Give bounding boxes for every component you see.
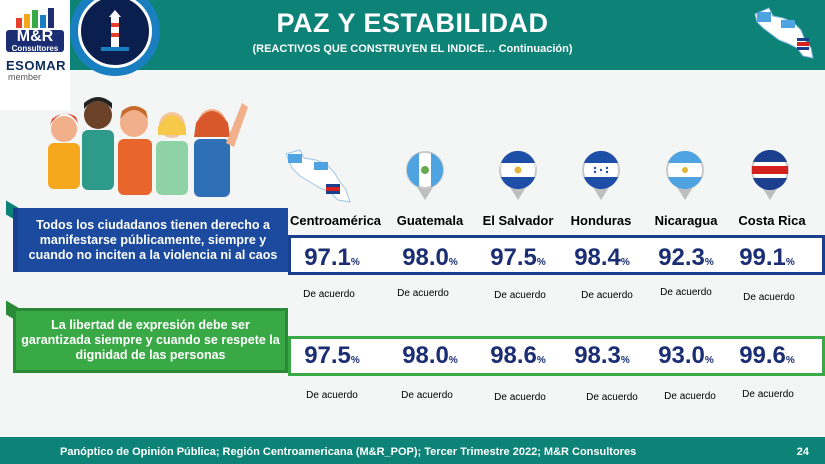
value-number: 98.0 (402, 342, 449, 369)
bar-chart-logo-icon (16, 8, 54, 28)
nicaragua-flag-pin-icon (666, 150, 704, 200)
value-unit: % (785, 257, 795, 268)
country-header: Honduras (570, 213, 632, 228)
member-label: member (8, 72, 42, 82)
row1-value: 98.0% (385, 244, 475, 272)
row2-value: 98.0% (385, 342, 475, 370)
lighthouse-seal-icon (78, 0, 152, 68)
row2-value: 99.6% (722, 342, 812, 370)
value-number: 98.6 (490, 342, 537, 369)
row2-caption: De acuerdo (664, 391, 716, 402)
guatemala-flag-pin-icon (406, 151, 444, 200)
row1-caption: De acuerdo (660, 287, 712, 298)
el-salvador-flag-pin-icon (499, 150, 537, 200)
country-header: Centroamérica (290, 213, 382, 228)
value-number: 97.5 (304, 342, 351, 369)
value-number: 99.1 (739, 244, 786, 271)
row2-statement: La libertad de expresión debe ser garant… (13, 308, 288, 373)
logo-block: M&R Consultores ESOMAR member (0, 0, 70, 110)
row1-caption: De acuerdo (581, 290, 633, 301)
value-number: 97.1 (304, 244, 351, 271)
footer-source: Panóptico de Opinión Pública; Región Cen… (60, 446, 637, 458)
central-america-column-map-icon (285, 149, 351, 203)
row2-value: 97.5% (287, 342, 377, 370)
row2-value-strip (288, 336, 825, 376)
value-unit: % (350, 257, 360, 268)
row2-caption: De acuerdo (742, 389, 794, 400)
row1-caption: De acuerdo (494, 290, 546, 301)
value-unit: % (448, 257, 458, 268)
honduras-flag-pin-icon (582, 150, 620, 200)
row2-value: 98.3% (557, 342, 647, 370)
footer-band (0, 437, 825, 464)
row1-value: 92.3% (641, 244, 731, 272)
row2-caption: De acuerdo (494, 392, 546, 403)
row1-value: 99.1% (722, 244, 812, 272)
esomar-label: ESOMAR (6, 58, 67, 73)
page-title: PAZ Y ESTABILIDAD (276, 8, 549, 38)
row1-statement: Todos los ciudadanos tienen derecho a ma… (13, 208, 288, 272)
brand-name: M&R (16, 28, 54, 45)
country-header: Nicaragua (654, 213, 718, 228)
country-header: El Salvador (482, 213, 554, 228)
people-illustration (48, 97, 248, 197)
brand-logo: M&R Consultores (6, 28, 64, 53)
row2-caption: De acuerdo (306, 390, 358, 401)
page-subtitle: (REACTIVOS QUE CONSTRUYEN EL INDICE… Con… (252, 43, 573, 55)
value-unit: % (785, 355, 795, 366)
value-unit: % (536, 257, 546, 268)
country-header: Guatemala (396, 213, 464, 228)
costa-rica-flag-pin-icon (751, 150, 789, 200)
brand-sub: Consultores (11, 44, 59, 53)
value-number: 92.3 (658, 244, 705, 271)
value-unit: % (448, 355, 458, 366)
country-header: Costa Rica (738, 213, 806, 228)
value-number: 98.4 (574, 244, 621, 271)
row1-value: 98.4% (557, 244, 647, 272)
central-america-map-icon (754, 7, 814, 59)
row2-caption: De acuerdo (586, 392, 638, 403)
row1-value: 97.1% (287, 244, 377, 272)
row2-value: 98.6% (473, 342, 563, 370)
value-unit: % (620, 257, 630, 268)
value-number: 93.0 (658, 342, 705, 369)
value-number: 98.0 (402, 244, 449, 271)
row1-value: 97.5% (473, 244, 563, 272)
value-unit: % (536, 355, 546, 366)
value-number: 97.5 (490, 244, 537, 271)
value-unit: % (704, 355, 714, 366)
row2-value: 93.0% (641, 342, 731, 370)
page-number: 24 (796, 446, 809, 458)
value-number: 99.6 (739, 342, 786, 369)
row1-caption: De acuerdo (743, 292, 795, 303)
value-number: 98.3 (574, 342, 621, 369)
row1-caption: De acuerdo (397, 288, 449, 299)
row1-caption: De acuerdo (303, 289, 355, 300)
value-unit: % (350, 355, 360, 366)
value-unit: % (704, 257, 714, 268)
row1-value-strip (288, 235, 825, 275)
value-unit: % (620, 355, 630, 366)
row2-caption: De acuerdo (401, 390, 453, 401)
